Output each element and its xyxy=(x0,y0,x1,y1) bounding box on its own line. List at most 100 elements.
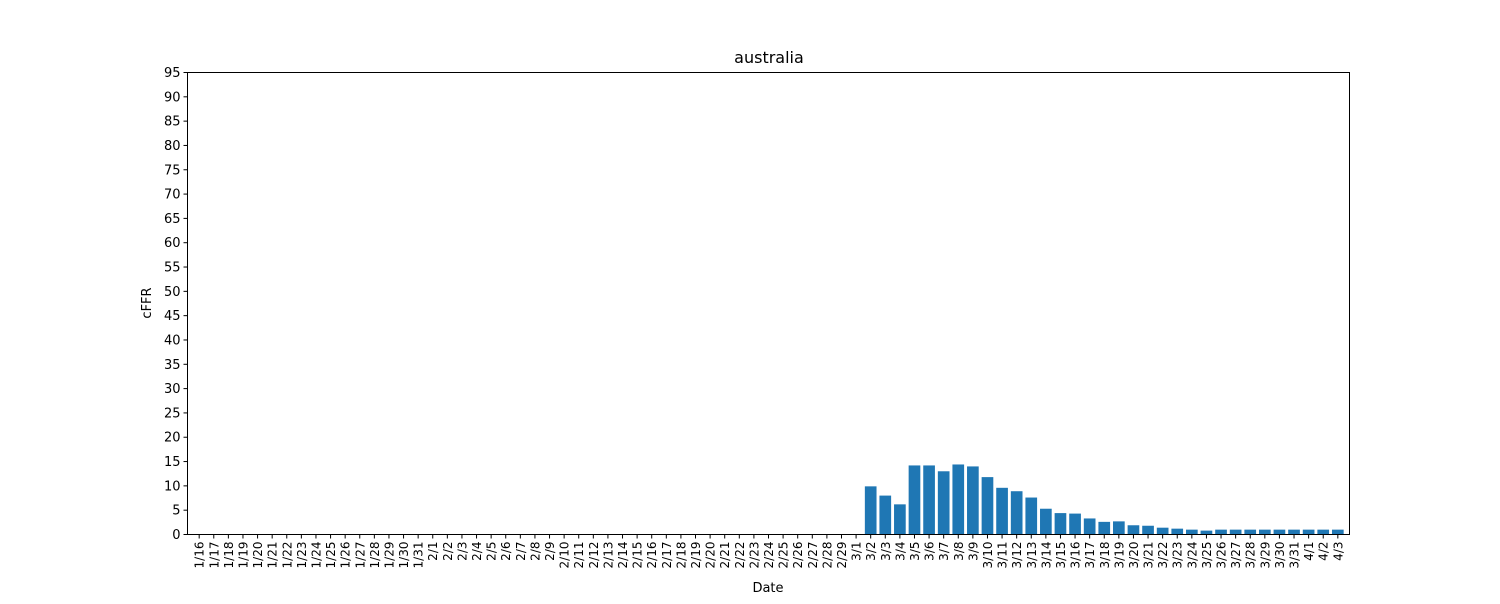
bar-4/3 xyxy=(1331,529,1344,535)
bar-3/4 xyxy=(894,504,906,535)
x-tick-label: 1/19 xyxy=(236,542,250,569)
x-tick-label: 1/18 xyxy=(222,542,236,569)
x-tick-label: 2/4 xyxy=(470,542,484,561)
x-tick-label: 2/24 xyxy=(762,542,776,569)
x-tick-label: 2/20 xyxy=(704,542,718,569)
y-tick-label: 30 xyxy=(164,382,181,397)
bar-3/6 xyxy=(923,465,935,535)
x-tick-label: 3/7 xyxy=(937,542,951,561)
x-tick-label: 3/15 xyxy=(1054,542,1068,569)
bar-3/21 xyxy=(1142,525,1154,535)
bar-3/14 xyxy=(1040,508,1052,535)
x-tick-label: 2/25 xyxy=(777,542,791,569)
x-tick-label: 2/22 xyxy=(733,542,747,569)
bar-3/12 xyxy=(1010,491,1023,535)
x-tick-label: 3/1 xyxy=(850,542,864,561)
x-tick-label: 4/1 xyxy=(1302,542,1316,561)
x-tick-label: 2/3 xyxy=(455,542,469,561)
x-tick-label: 1/16 xyxy=(193,542,207,569)
bars-group xyxy=(864,464,1344,535)
y-tick-label: 55 xyxy=(164,261,181,276)
y-tick-label: 75 xyxy=(164,163,181,178)
bar-3/10 xyxy=(981,477,994,535)
x-tick-label: 2/15 xyxy=(631,542,645,569)
bar-3/23 xyxy=(1171,528,1184,535)
y-tick-label: 65 xyxy=(164,212,181,227)
x-tick-label: 3/21 xyxy=(1142,542,1156,569)
bar-3/31 xyxy=(1288,529,1300,535)
y-tick-label: 20 xyxy=(164,431,181,446)
x-tick-label: 4/3 xyxy=(1331,542,1345,561)
y-tick-label: 25 xyxy=(164,406,181,421)
x-tick-label: 3/19 xyxy=(1112,542,1126,569)
x-tick-label: 2/28 xyxy=(820,542,834,569)
y-tick-label: 85 xyxy=(164,115,181,130)
bar-4/2 xyxy=(1317,529,1330,535)
x-tick-label: 2/10 xyxy=(558,542,572,569)
x-tick-label: 2/5 xyxy=(485,542,499,561)
x-tick-label: 1/24 xyxy=(309,542,323,569)
x-tick-label: 2/17 xyxy=(660,542,674,569)
x-tick-label: 3/13 xyxy=(1025,542,1039,569)
x-tick-label: 2/7 xyxy=(514,542,528,561)
bar-3/2 xyxy=(864,486,877,535)
x-tick-label: 1/27 xyxy=(353,542,367,569)
x-tick-label: 3/2 xyxy=(864,542,878,561)
x-tick-label: 3/27 xyxy=(1229,542,1243,569)
x-tick-label: 3/31 xyxy=(1288,542,1302,569)
bar-3/20 xyxy=(1127,525,1140,535)
bar-3/26 xyxy=(1215,529,1227,535)
y-tick-label: 10 xyxy=(164,479,181,494)
bar-3/30 xyxy=(1273,529,1286,535)
bar-4/1 xyxy=(1302,529,1315,535)
x-tick-label: 3/26 xyxy=(1215,542,1229,569)
x-tick-label: 2/13 xyxy=(601,542,615,569)
bar-3/3 xyxy=(879,495,892,535)
x-tick-label: 3/11 xyxy=(996,542,1010,569)
x-axis-label: Date xyxy=(752,581,783,596)
x-tick-label: 3/5 xyxy=(908,542,922,561)
x-tick-label: 1/25 xyxy=(324,542,338,569)
x-tick-label: 3/6 xyxy=(923,542,937,561)
x-tick-label: 2/21 xyxy=(718,542,732,569)
bar-3/13 xyxy=(1025,497,1038,535)
bar-3/22 xyxy=(1156,527,1169,535)
bar-3/25 xyxy=(1200,530,1213,535)
x-tick-label: 3/8 xyxy=(952,542,966,561)
x-tick-label: 3/25 xyxy=(1200,542,1214,569)
y-tick-label: 60 xyxy=(164,236,181,251)
x-tick-label: 2/26 xyxy=(791,542,805,569)
y-ticks-group: 0 5 10 15 20 25 30 35 40 45 50 55 60 65 70 75 80 85 90 95 xyxy=(164,66,188,543)
x-tick-label: 1/23 xyxy=(295,542,309,569)
y-tick-label: 40 xyxy=(164,333,181,348)
x-tick-label: 3/16 xyxy=(1069,542,1083,569)
y-tick-label: 0 xyxy=(172,528,180,543)
x-tick-label: 2/27 xyxy=(806,542,820,569)
x-tick-label: 2/18 xyxy=(674,542,688,569)
x-tick-label: 4/2 xyxy=(1317,542,1331,561)
y-tick-label: 5 xyxy=(172,504,180,519)
x-tick-label: 3/9 xyxy=(966,542,980,561)
x-tick-label: 2/19 xyxy=(689,542,703,569)
bar-3/11 xyxy=(996,487,1008,535)
y-tick-label: 15 xyxy=(164,455,181,470)
bar-3/15 xyxy=(1054,513,1067,535)
chart-title: australia xyxy=(734,48,804,67)
y-tick-label: 45 xyxy=(164,309,181,324)
x-tick-label: 3/28 xyxy=(1244,542,1258,569)
x-tick-label: 1/20 xyxy=(251,542,265,569)
y-tick-label: 50 xyxy=(164,285,181,300)
y-axis-label: cFFR xyxy=(140,287,155,318)
y-tick-label: 80 xyxy=(164,139,181,154)
bar-3/7 xyxy=(937,471,950,535)
x-tick-label: 3/17 xyxy=(1083,542,1097,569)
bar-3/5 xyxy=(908,465,921,535)
x-tick-label: 2/6 xyxy=(499,542,513,561)
x-tick-label: 3/20 xyxy=(1127,542,1141,569)
x-tick-label: 2/29 xyxy=(835,542,849,569)
x-tick-label: 3/14 xyxy=(1039,542,1053,569)
y-tick-label: 95 xyxy=(164,66,181,81)
x-tick-label: 2/23 xyxy=(747,542,761,569)
